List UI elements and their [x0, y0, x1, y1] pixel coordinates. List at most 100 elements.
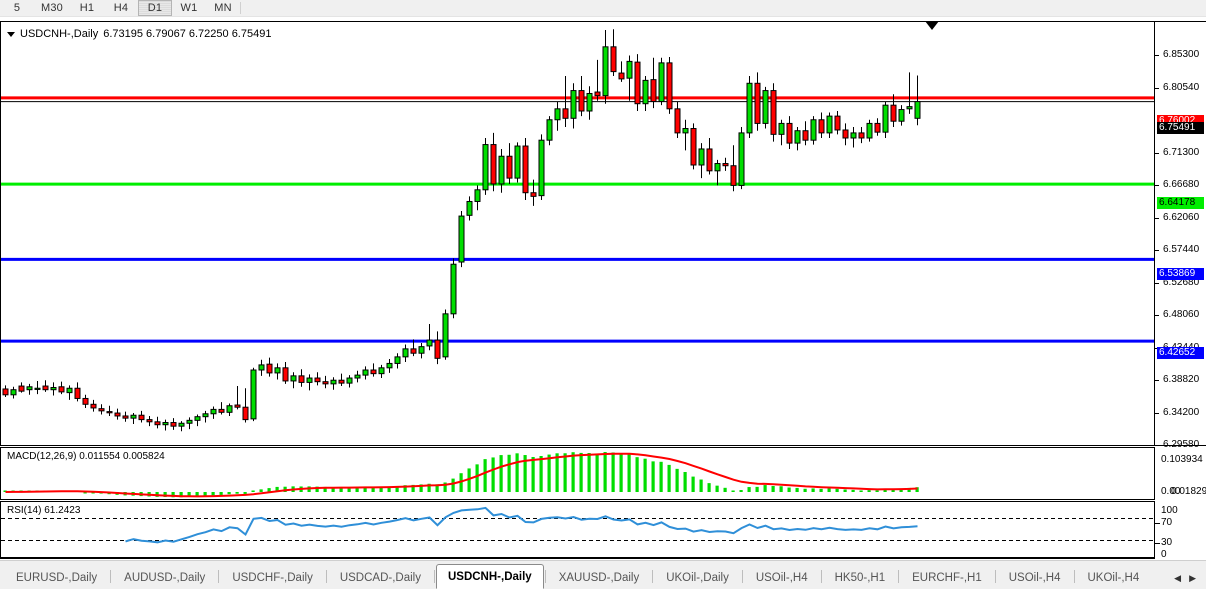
blue-level-2-label[interactable]: 6.42652	[1157, 347, 1204, 359]
timeframe-button-h4[interactable]: H4	[104, 0, 138, 16]
price-axis-tick	[1155, 153, 1159, 154]
macd-histogram-bar	[363, 487, 367, 492]
macd-histogram-bar	[523, 455, 527, 492]
timeframe-button-w1[interactable]: W1	[172, 0, 206, 16]
timeframe-button-mn[interactable]: MN	[206, 0, 240, 16]
timeframe-button-h1[interactable]: H1	[70, 0, 104, 16]
timeframe-button-m5[interactable]: 5	[0, 0, 34, 16]
tabs-scroll-left-icon[interactable]: ◀	[1174, 573, 1182, 583]
macd-histogram-bar	[171, 492, 175, 498]
rsi-axis-tick-label: 30	[1161, 537, 1173, 548]
candle-body	[698, 148, 705, 166]
price-axis-tick-label: 6.34200	[1163, 407, 1200, 418]
macd-histogram-bar	[907, 487, 911, 492]
candle-body	[50, 387, 57, 391]
candle-body	[402, 348, 409, 358]
macd-histogram-bar	[627, 454, 631, 492]
candle-body	[170, 422, 177, 427]
macd-histogram-bar	[435, 484, 439, 492]
chart-tab-usoil-h4[interactable]: USOil-,H4	[743, 566, 820, 589]
candle-body	[130, 414, 137, 419]
price-axis-scale[interactable]: 6.85300 6.80540 6.71300 6.66680 6.62060 6.574…	[1155, 21, 1206, 450]
candle-body	[690, 128, 697, 166]
candle-body	[410, 348, 417, 354]
macd-histogram-bar	[507, 454, 511, 492]
candle-body	[794, 130, 801, 144]
tabs-scroll-right-icon[interactable]: ▶	[1189, 573, 1196, 583]
chart-tab-usdcad-daily[interactable]: USDCAD-,Daily	[327, 566, 433, 589]
macd-histogram-bar	[595, 453, 599, 492]
price-axis-tick	[1155, 283, 1159, 284]
candle-body	[482, 144, 489, 191]
candle-body	[618, 72, 625, 80]
chart-tab-ukoil-h4[interactable]: UKOil-,H4	[1075, 566, 1152, 589]
tab-scroll-controls: ◀ ▶	[1168, 574, 1206, 589]
candle-body	[74, 387, 81, 399]
macd-histogram-bar	[587, 452, 591, 492]
macd-histogram-bar	[491, 457, 495, 492]
macd-histogram-bar	[323, 486, 327, 492]
macd-histogram-bar	[739, 490, 743, 492]
candle-body	[610, 46, 617, 73]
macd-histogram-bar	[835, 488, 839, 492]
last-price-label[interactable]: 6.75491	[1157, 122, 1204, 134]
chart-tabs-strip: EURUSD-,Daily AUDUSD-,Daily USDCHF-,Daily U…	[0, 560, 1168, 589]
support-level-label[interactable]: 6.64178	[1157, 197, 1204, 209]
candle-body	[114, 412, 121, 417]
macd-histogram-bar	[611, 452, 615, 492]
price-axis-tick-label: 6.71300	[1163, 147, 1200, 158]
macd-histogram-bar	[555, 453, 559, 492]
candle-body	[418, 346, 425, 354]
candle-body	[426, 339, 433, 347]
macd-histogram-bar	[547, 454, 551, 492]
price-chart-pane[interactable]: USDCNH-,Daily 6.73195 6.79067 6.72250 6.…	[0, 21, 1155, 446]
candle-body	[202, 413, 209, 418]
macd-histogram-bar	[675, 468, 679, 492]
chart-tab-eurusd-daily[interactable]: EURUSD-,Daily	[4, 566, 110, 589]
macd-indicator-pane[interactable]: MACD(12,26,9) 0.011554 0.005824	[0, 447, 1155, 500]
candle-body	[58, 386, 65, 393]
candle-body	[602, 46, 609, 97]
macd-histogram-bar	[395, 485, 399, 492]
chart-tab-usdchf-daily[interactable]: USDCHF-,Daily	[220, 566, 325, 589]
rsi-indicator-pane[interactable]: RSI(14) 61.2423	[0, 501, 1155, 558]
chart-tab-ukoil-daily[interactable]: UKOil-,Daily	[654, 566, 741, 589]
macd-histogram-bar	[667, 464, 671, 492]
macd-histogram-bar	[259, 489, 263, 492]
tab-divider	[110, 570, 112, 583]
chart-tab-xauusd-daily[interactable]: XAUUSD-,Daily	[546, 566, 652, 589]
chart-tab-hk50-h1[interactable]: HK50-,H1	[822, 566, 898, 589]
candle-body	[914, 101, 921, 119]
candle-body	[18, 385, 25, 392]
candle-body	[106, 411, 113, 414]
macd-histogram-bar	[219, 492, 223, 495]
candle-body	[898, 109, 905, 122]
candle-body	[90, 403, 97, 409]
macd-histogram-bar	[371, 487, 375, 492]
macd-histogram-bar	[427, 483, 431, 492]
candle-body	[770, 90, 777, 135]
blue-level-1-label[interactable]: 6.53869	[1157, 268, 1204, 280]
macd-histogram-bar	[803, 488, 807, 492]
chart-tab-usdcnh-daily[interactable]: USDCNH-,Daily	[435, 564, 544, 589]
timeframe-button-m30[interactable]: M30	[34, 0, 70, 16]
chart-tab-eurchf-h1[interactable]: EURCHF-,H1	[900, 566, 994, 589]
tab-divider	[433, 570, 435, 583]
timeframe-button-d1[interactable]: D1	[138, 0, 172, 16]
candle-body	[370, 369, 377, 375]
candle-body	[386, 362, 393, 369]
candle-body	[274, 367, 281, 374]
chart-tab-audusd-daily[interactable]: AUDUSD-,Daily	[112, 566, 218, 589]
candle-body	[146, 419, 153, 423]
price-axis-tick	[1155, 413, 1159, 414]
tab-divider	[652, 570, 654, 583]
chart-tab-usoil-h4[interactable]: USOil-,H4	[996, 566, 1073, 589]
macd-histogram-bar	[515, 453, 519, 492]
triangle-down-icon[interactable]	[7, 31, 15, 37]
price-axis-tick	[1155, 185, 1159, 186]
tab-divider	[325, 570, 327, 583]
macd-histogram-bar	[227, 492, 231, 495]
candle-body	[746, 82, 753, 134]
macd-histogram-bar	[819, 488, 823, 492]
price-axis-tick-label: 6.66680	[1163, 179, 1200, 190]
